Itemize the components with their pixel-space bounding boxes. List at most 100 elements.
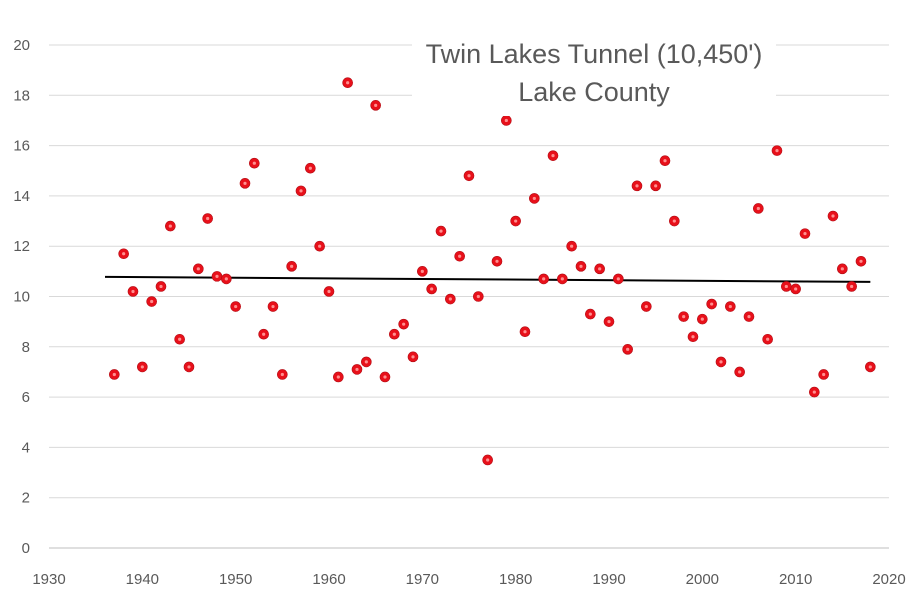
data-point-highlight xyxy=(215,274,219,278)
data-point-highlight xyxy=(598,267,602,271)
data-point-highlight xyxy=(766,337,770,341)
data-point xyxy=(407,351,419,363)
data-point xyxy=(743,311,755,322)
data-point xyxy=(426,283,437,295)
y-tick-label: 6 xyxy=(22,389,30,406)
data-point-highlight xyxy=(514,219,518,223)
data-point xyxy=(659,155,671,166)
data-point-highlight xyxy=(868,365,872,369)
data-point-highlight xyxy=(560,277,564,281)
data-point xyxy=(725,301,736,312)
x-tick-label: 2020 xyxy=(872,571,905,588)
data-point xyxy=(594,263,605,275)
data-point xyxy=(706,298,717,310)
data-point-highlight xyxy=(318,244,322,248)
data-point xyxy=(575,261,587,272)
data-point xyxy=(249,157,260,169)
data-point xyxy=(585,308,596,320)
data-point xyxy=(398,318,409,330)
data-point-highlight xyxy=(551,154,555,158)
data-points xyxy=(109,77,876,466)
x-tick-label: 1930 xyxy=(32,571,65,588)
data-point xyxy=(342,77,353,89)
data-point xyxy=(547,150,559,161)
data-point-highlight xyxy=(691,335,695,339)
data-point-highlight xyxy=(290,264,294,268)
data-point-highlight xyxy=(392,332,396,336)
data-point xyxy=(155,281,167,292)
data-point-highlight xyxy=(252,161,256,165)
data-point xyxy=(258,328,269,340)
data-point-highlight xyxy=(495,259,499,263)
data-point xyxy=(687,331,699,343)
data-point-highlight xyxy=(663,159,667,163)
data-point xyxy=(333,371,344,383)
data-point-highlight xyxy=(243,181,247,185)
data-point xyxy=(603,316,615,327)
data-point-highlight xyxy=(467,174,471,178)
data-point-highlight xyxy=(504,118,508,123)
data-point xyxy=(557,273,568,285)
data-point-highlight xyxy=(299,189,303,193)
data-point xyxy=(865,361,876,373)
data-point-highlight xyxy=(850,284,854,289)
x-tick-label: 2000 xyxy=(686,571,719,588)
data-point-highlight xyxy=(271,304,275,309)
title-line-2: Lake County xyxy=(518,77,670,107)
data-point xyxy=(305,162,316,174)
data-point xyxy=(473,291,484,302)
data-point-highlight xyxy=(523,330,527,334)
data-point xyxy=(762,333,773,345)
data-point-highlight xyxy=(803,232,807,236)
title-line-1: Twin Lakes Tunnel (10,450') xyxy=(426,39,763,69)
data-point xyxy=(295,185,307,197)
data-point-highlight xyxy=(672,219,676,223)
data-point-highlight xyxy=(476,294,480,299)
data-point xyxy=(697,313,708,325)
data-point-highlight xyxy=(206,216,210,221)
y-tick-label: 20 xyxy=(13,37,30,54)
data-point-highlight xyxy=(747,315,751,319)
x-tick-label: 1960 xyxy=(312,571,345,588)
data-point-highlight xyxy=(262,332,266,336)
data-point-highlight xyxy=(402,322,406,326)
data-point-highlight xyxy=(812,390,816,394)
data-point-highlight xyxy=(131,289,135,294)
data-point xyxy=(799,228,811,239)
data-point-highlight xyxy=(719,360,723,364)
data-point-highlight xyxy=(374,103,378,107)
data-point xyxy=(379,371,391,383)
data-point xyxy=(613,273,624,285)
data-point-highlight xyxy=(579,264,583,268)
y-tick-label: 18 xyxy=(13,87,30,104)
data-point-highlight xyxy=(700,317,704,321)
data-point xyxy=(165,220,176,232)
data-point xyxy=(771,145,783,156)
data-point xyxy=(230,301,241,312)
data-point xyxy=(837,263,848,275)
data-point-highlight xyxy=(654,184,658,188)
data-point xyxy=(323,286,335,297)
data-point xyxy=(417,266,428,277)
data-point-highlight xyxy=(635,184,639,188)
data-point xyxy=(510,215,521,227)
data-point-highlight xyxy=(420,269,424,273)
data-point-highlight xyxy=(196,267,200,271)
data-point-highlight xyxy=(308,166,312,170)
data-point-highlight xyxy=(775,149,779,153)
y-tick-label: 4 xyxy=(22,439,30,456)
data-point xyxy=(193,263,204,275)
data-point xyxy=(239,178,251,189)
data-point xyxy=(846,281,857,292)
data-point xyxy=(211,271,223,282)
y-tick-label: 8 xyxy=(22,339,30,356)
data-point xyxy=(435,225,447,237)
data-point xyxy=(118,248,129,260)
data-point-highlight xyxy=(616,277,620,281)
data-point xyxy=(827,210,839,222)
data-point-highlight xyxy=(439,229,443,233)
data-point xyxy=(650,180,661,192)
data-point xyxy=(361,356,372,368)
data-point xyxy=(622,344,633,355)
